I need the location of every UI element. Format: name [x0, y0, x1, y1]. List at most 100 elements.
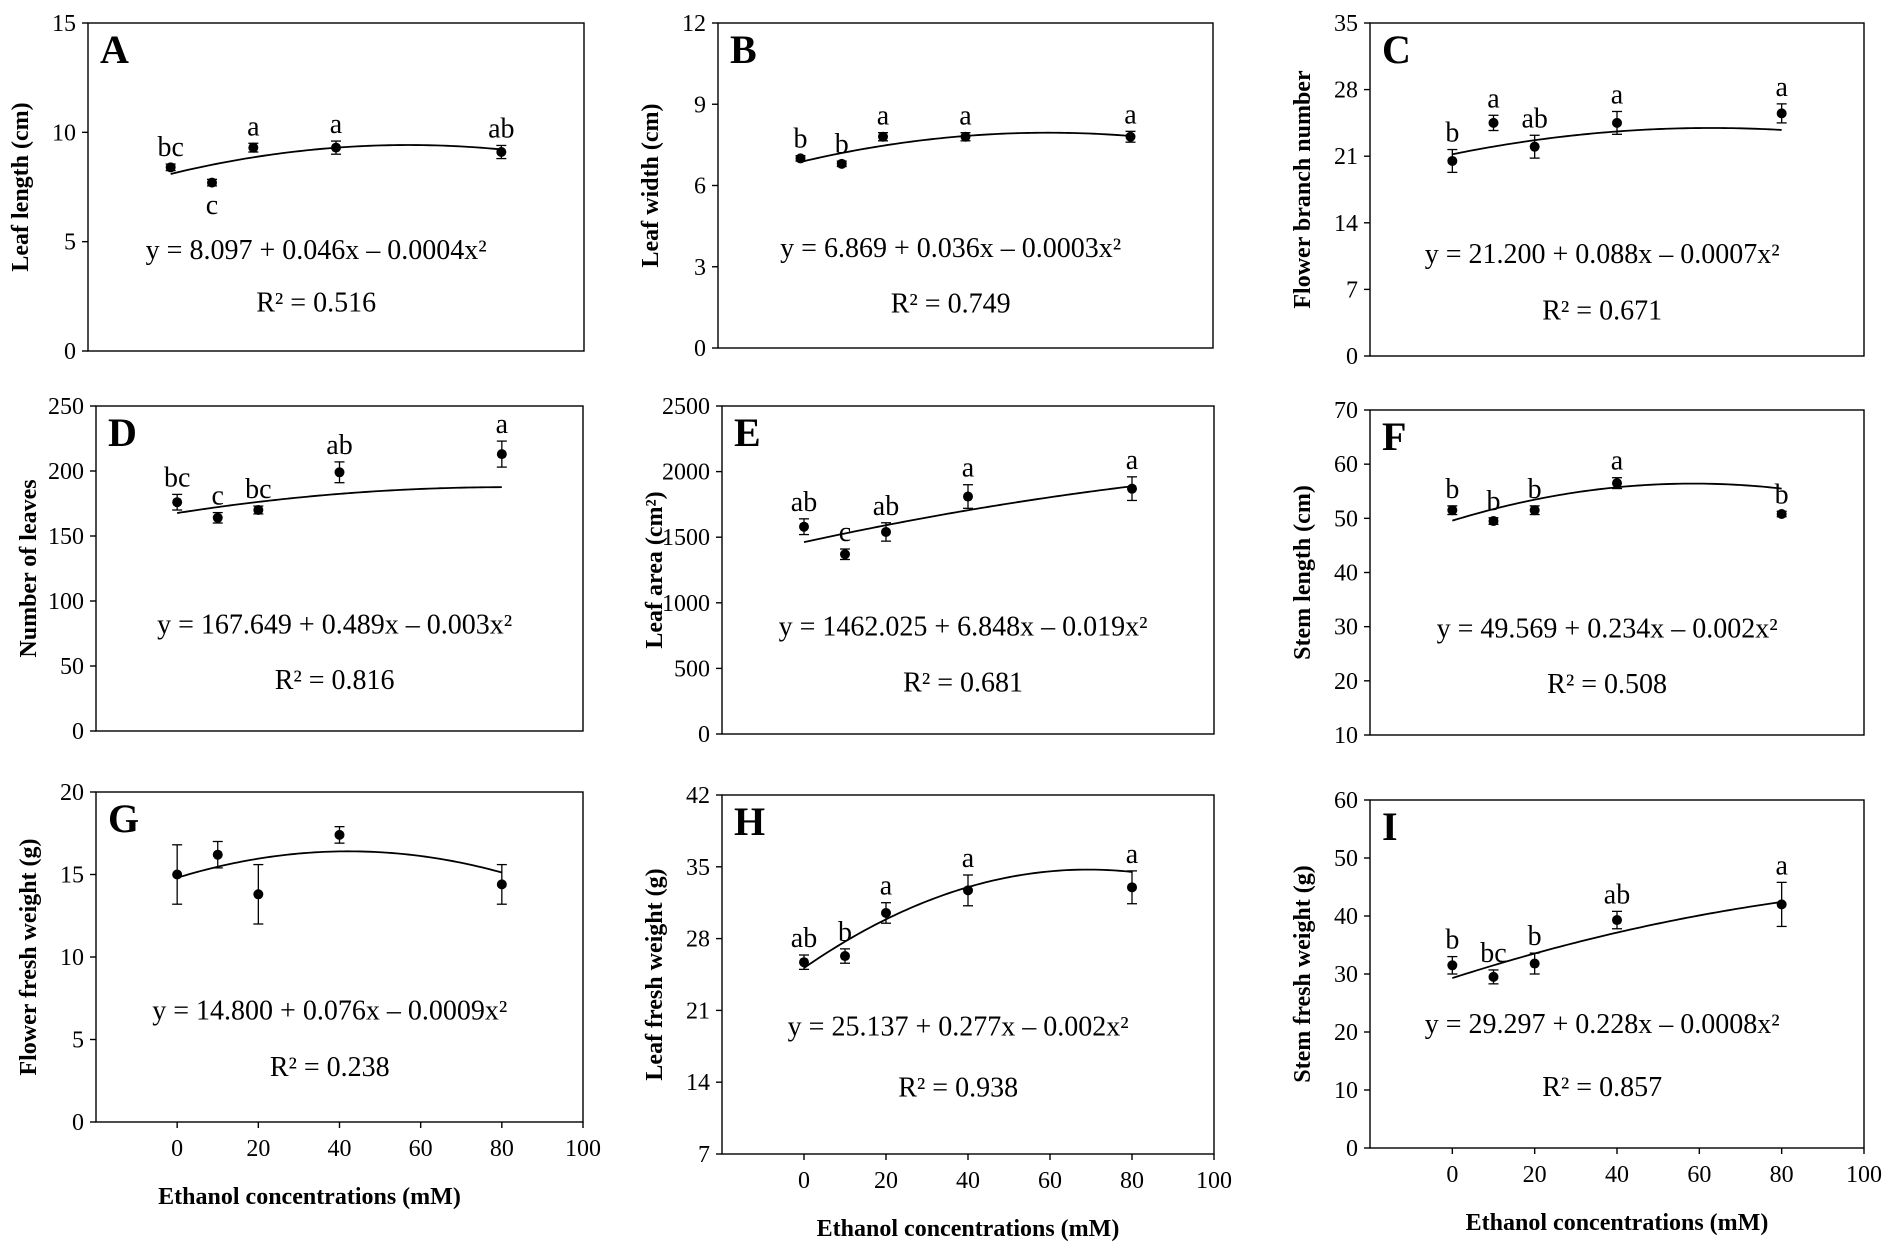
y-axis-title: Leaf area (cm²)	[642, 491, 668, 648]
panel-letter: A	[100, 27, 129, 72]
y-tick-label: 50	[1334, 506, 1358, 532]
y-tick-label: 14	[686, 1070, 710, 1096]
significance-letter: bc	[157, 132, 183, 163]
y-tick-label: 50	[1334, 846, 1358, 872]
r-squared-label: R² = 0.938	[898, 1073, 1018, 1104]
data-point	[881, 907, 891, 918]
significance-letter: a	[1124, 99, 1137, 130]
r-squared-label: R² = 0.508	[1547, 669, 1667, 700]
data-point	[1488, 516, 1499, 527]
y-axis-title: Stem length (cm)	[1290, 485, 1316, 660]
significance-letter: ab	[791, 923, 817, 954]
data-point	[840, 951, 850, 962]
data-point	[1447, 155, 1458, 166]
significance-letter: a	[959, 101, 972, 132]
significance-letter: b	[1528, 474, 1542, 505]
significance-letter: a	[330, 109, 343, 140]
panel-g-flower-fresh-weight: 0 5 10 15 20 0 20 40 60 80 100 G Flower fresh weight…	[16, 780, 601, 1210]
panel-letter: F	[1382, 414, 1406, 459]
panel-i-stem-fresh-weight: 0 10 20 30 40 50 60 0 20 40 60 80 100 I Stem fresh wei…	[1290, 788, 1882, 1236]
y-tick-label: 20	[1334, 1020, 1358, 1046]
data-point	[1127, 483, 1137, 494]
y-tick-label: 40	[1334, 904, 1358, 930]
y-tick-label: 15	[52, 11, 76, 37]
x-tick-label: 0	[171, 1136, 183, 1162]
data-point	[881, 526, 891, 537]
y-tick-label: 28	[1334, 78, 1358, 104]
significance-letter: a	[877, 101, 890, 132]
y-tick-label: 6	[694, 174, 706, 200]
y-tick-label: 20	[60, 780, 84, 806]
y-tick-label: 0	[694, 336, 706, 362]
significance-letter: ab	[873, 491, 899, 522]
data-point	[836, 158, 847, 169]
data-point	[963, 491, 973, 502]
panel-letter: C	[1382, 27, 1411, 72]
significance-letter: ab	[1604, 879, 1630, 910]
y-axis-title: Leaf fresh weight (g)	[642, 868, 668, 1080]
y-tick-label: 5	[72, 1028, 84, 1054]
fit-equation: y = 21.200 + 0.088x – 0.0007x²	[1425, 239, 1780, 270]
y-tick-label: 100	[48, 589, 84, 615]
x-axis-title: Ethanol concentrations (mM)	[158, 1184, 461, 1210]
data-point	[1776, 899, 1787, 910]
data-point	[799, 521, 809, 532]
data-point	[1612, 915, 1622, 926]
significance-letter: a	[1611, 79, 1624, 110]
significance-letter: a	[1611, 446, 1624, 477]
fit-equation: y = 8.097 + 0.046x – 0.0004x²	[146, 235, 487, 266]
y-axis-title: Number of leaves	[16, 479, 42, 657]
plot-frame	[87, 22, 585, 352]
data-point	[334, 467, 345, 478]
significance-letter: a	[962, 453, 975, 484]
data-point	[172, 869, 183, 880]
x-tick-label: 0	[798, 1168, 810, 1194]
significance-letter: bc	[164, 462, 190, 493]
x-tick-label: 20	[246, 1136, 270, 1162]
data-point	[878, 131, 888, 142]
significance-letter: b	[794, 124, 808, 155]
data-point	[172, 497, 183, 508]
fit-equation: y = 49.569 + 0.234x – 0.002x²	[1437, 614, 1778, 645]
significance-letter: b	[838, 917, 852, 948]
significance-letter: a	[1487, 83, 1500, 114]
plot-frame	[95, 405, 584, 732]
x-tick-label: 80	[490, 1136, 514, 1162]
significance-letter: c	[206, 190, 218, 221]
y-tick-label: 35	[686, 855, 710, 881]
x-tick-label: 80	[1770, 1162, 1794, 1188]
significance-letter: bc	[1480, 938, 1506, 969]
data-point	[963, 885, 973, 896]
y-tick-label: 14	[1334, 211, 1358, 237]
y-tick-label: 2500	[662, 394, 710, 420]
significance-letter: b	[1528, 921, 1542, 952]
data-point	[799, 957, 809, 968]
y-tick-label: 70	[1334, 398, 1358, 424]
y-tick-label: 35	[1334, 11, 1358, 37]
x-tick-label: 80	[1120, 1168, 1144, 1194]
data-point	[1447, 960, 1458, 971]
significance-letter: bc	[245, 474, 271, 505]
y-tick-label: 10	[60, 945, 84, 971]
significance-letter: ab	[791, 487, 817, 518]
y-tick-label: 1000	[662, 591, 710, 617]
panel-a-leaf-length: 0 5 10 15 A Leaf length (cm) bcc a a ab y = 8.097 …	[8, 11, 585, 365]
data-point	[1447, 505, 1458, 516]
r-squared-label: R² = 0.671	[1542, 295, 1662, 326]
significance-letter: a	[1126, 445, 1139, 476]
y-tick-label: 15	[60, 863, 84, 889]
y-tick-label: 30	[1334, 615, 1358, 641]
x-tick-label: 100	[565, 1136, 601, 1162]
y-tick-label: 7	[698, 1142, 710, 1168]
x-tick-label: 60	[1038, 1168, 1062, 1194]
data-point	[1488, 117, 1499, 128]
fit-equation: y = 1462.025 + 6.848x – 0.019x²	[779, 612, 1148, 643]
y-tick-label: 0	[72, 1110, 84, 1136]
y-tick-label: 0	[698, 722, 710, 748]
data-point	[1127, 882, 1137, 893]
x-tick-label: 20	[1523, 1162, 1547, 1188]
y-tick-label: 500	[674, 656, 710, 682]
